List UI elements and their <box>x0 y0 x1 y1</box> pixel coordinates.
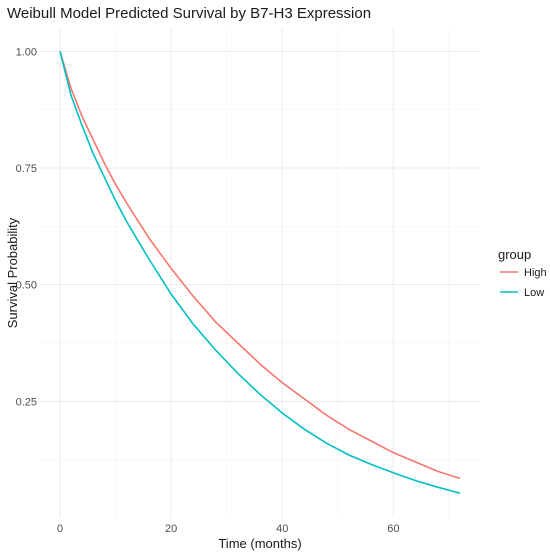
grid-lines <box>40 28 480 518</box>
y-axis-title: Survival Probability <box>5 217 20 328</box>
legend-label-low: Low <box>524 287 544 299</box>
tick-labels: 0 20 40 60 0.25 0.50 0.75 1.00 <box>16 46 400 535</box>
legend-title: group <box>498 247 531 262</box>
y-tick-label: 0.25 <box>16 396 37 408</box>
legend-label-high: High <box>524 267 547 279</box>
series-line-high <box>59 51 461 480</box>
x-tick-label: 0 <box>57 523 63 535</box>
chart-title: Weibull Model Predicted Survival by B7-H… <box>7 5 371 22</box>
x-tick-label: 40 <box>276 523 288 535</box>
y-tick-label: 0.50 <box>16 280 37 292</box>
legend: group High Low <box>498 247 547 299</box>
series-layer <box>59 51 461 495</box>
y-tick-label: 1.00 <box>16 46 37 58</box>
x-tick-label: 60 <box>387 523 399 535</box>
x-tick-label: 20 <box>165 523 177 535</box>
series-line-low <box>59 51 461 495</box>
x-axis-title: Time (months) <box>218 536 301 551</box>
y-tick-label: 0.75 <box>16 163 37 175</box>
